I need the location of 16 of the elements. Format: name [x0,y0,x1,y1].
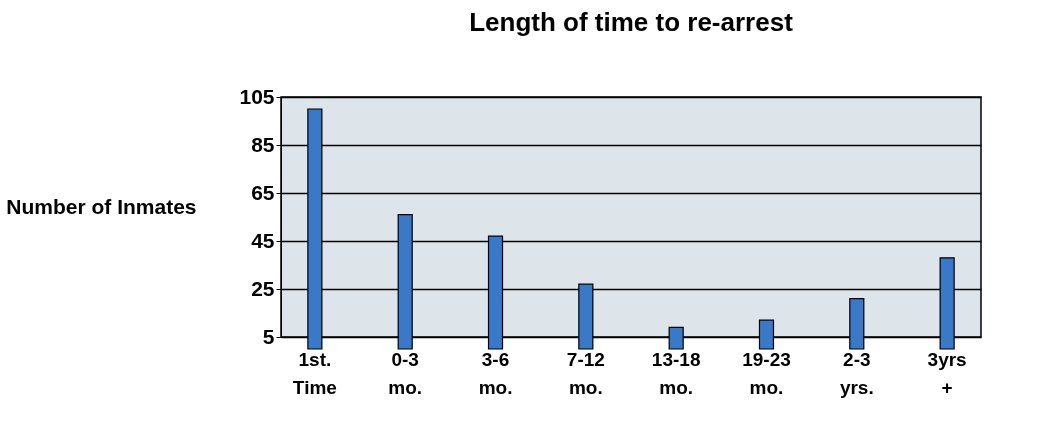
x-tick-label: 0-3 mo. [388,348,423,398]
y-tick-label: 45 [251,228,275,252]
x-tick-label: 13-18 mo. [651,348,701,398]
y-axis-title: Number of Inmates [6,194,197,218]
x-tick-label: 1st. Time [292,348,337,398]
x-tick-label: 2-3 yrs. [839,348,874,398]
x-tick-label: 3-6 mo. [478,348,513,398]
y-tick-label: 85 [251,132,275,156]
y-tick-label: 65 [251,180,275,204]
x-tick-label: 7-12 mo. [566,348,605,398]
y-tick-label: 25 [251,276,275,300]
y-tick-label: 105 [239,84,275,108]
x-tick-label: 19-23 mo. [742,348,791,398]
y-tick-label: 5 [262,324,275,348]
chart-title: Length of time to re-arrest [469,7,794,37]
x-tick-label: 3yrs + [927,348,967,398]
